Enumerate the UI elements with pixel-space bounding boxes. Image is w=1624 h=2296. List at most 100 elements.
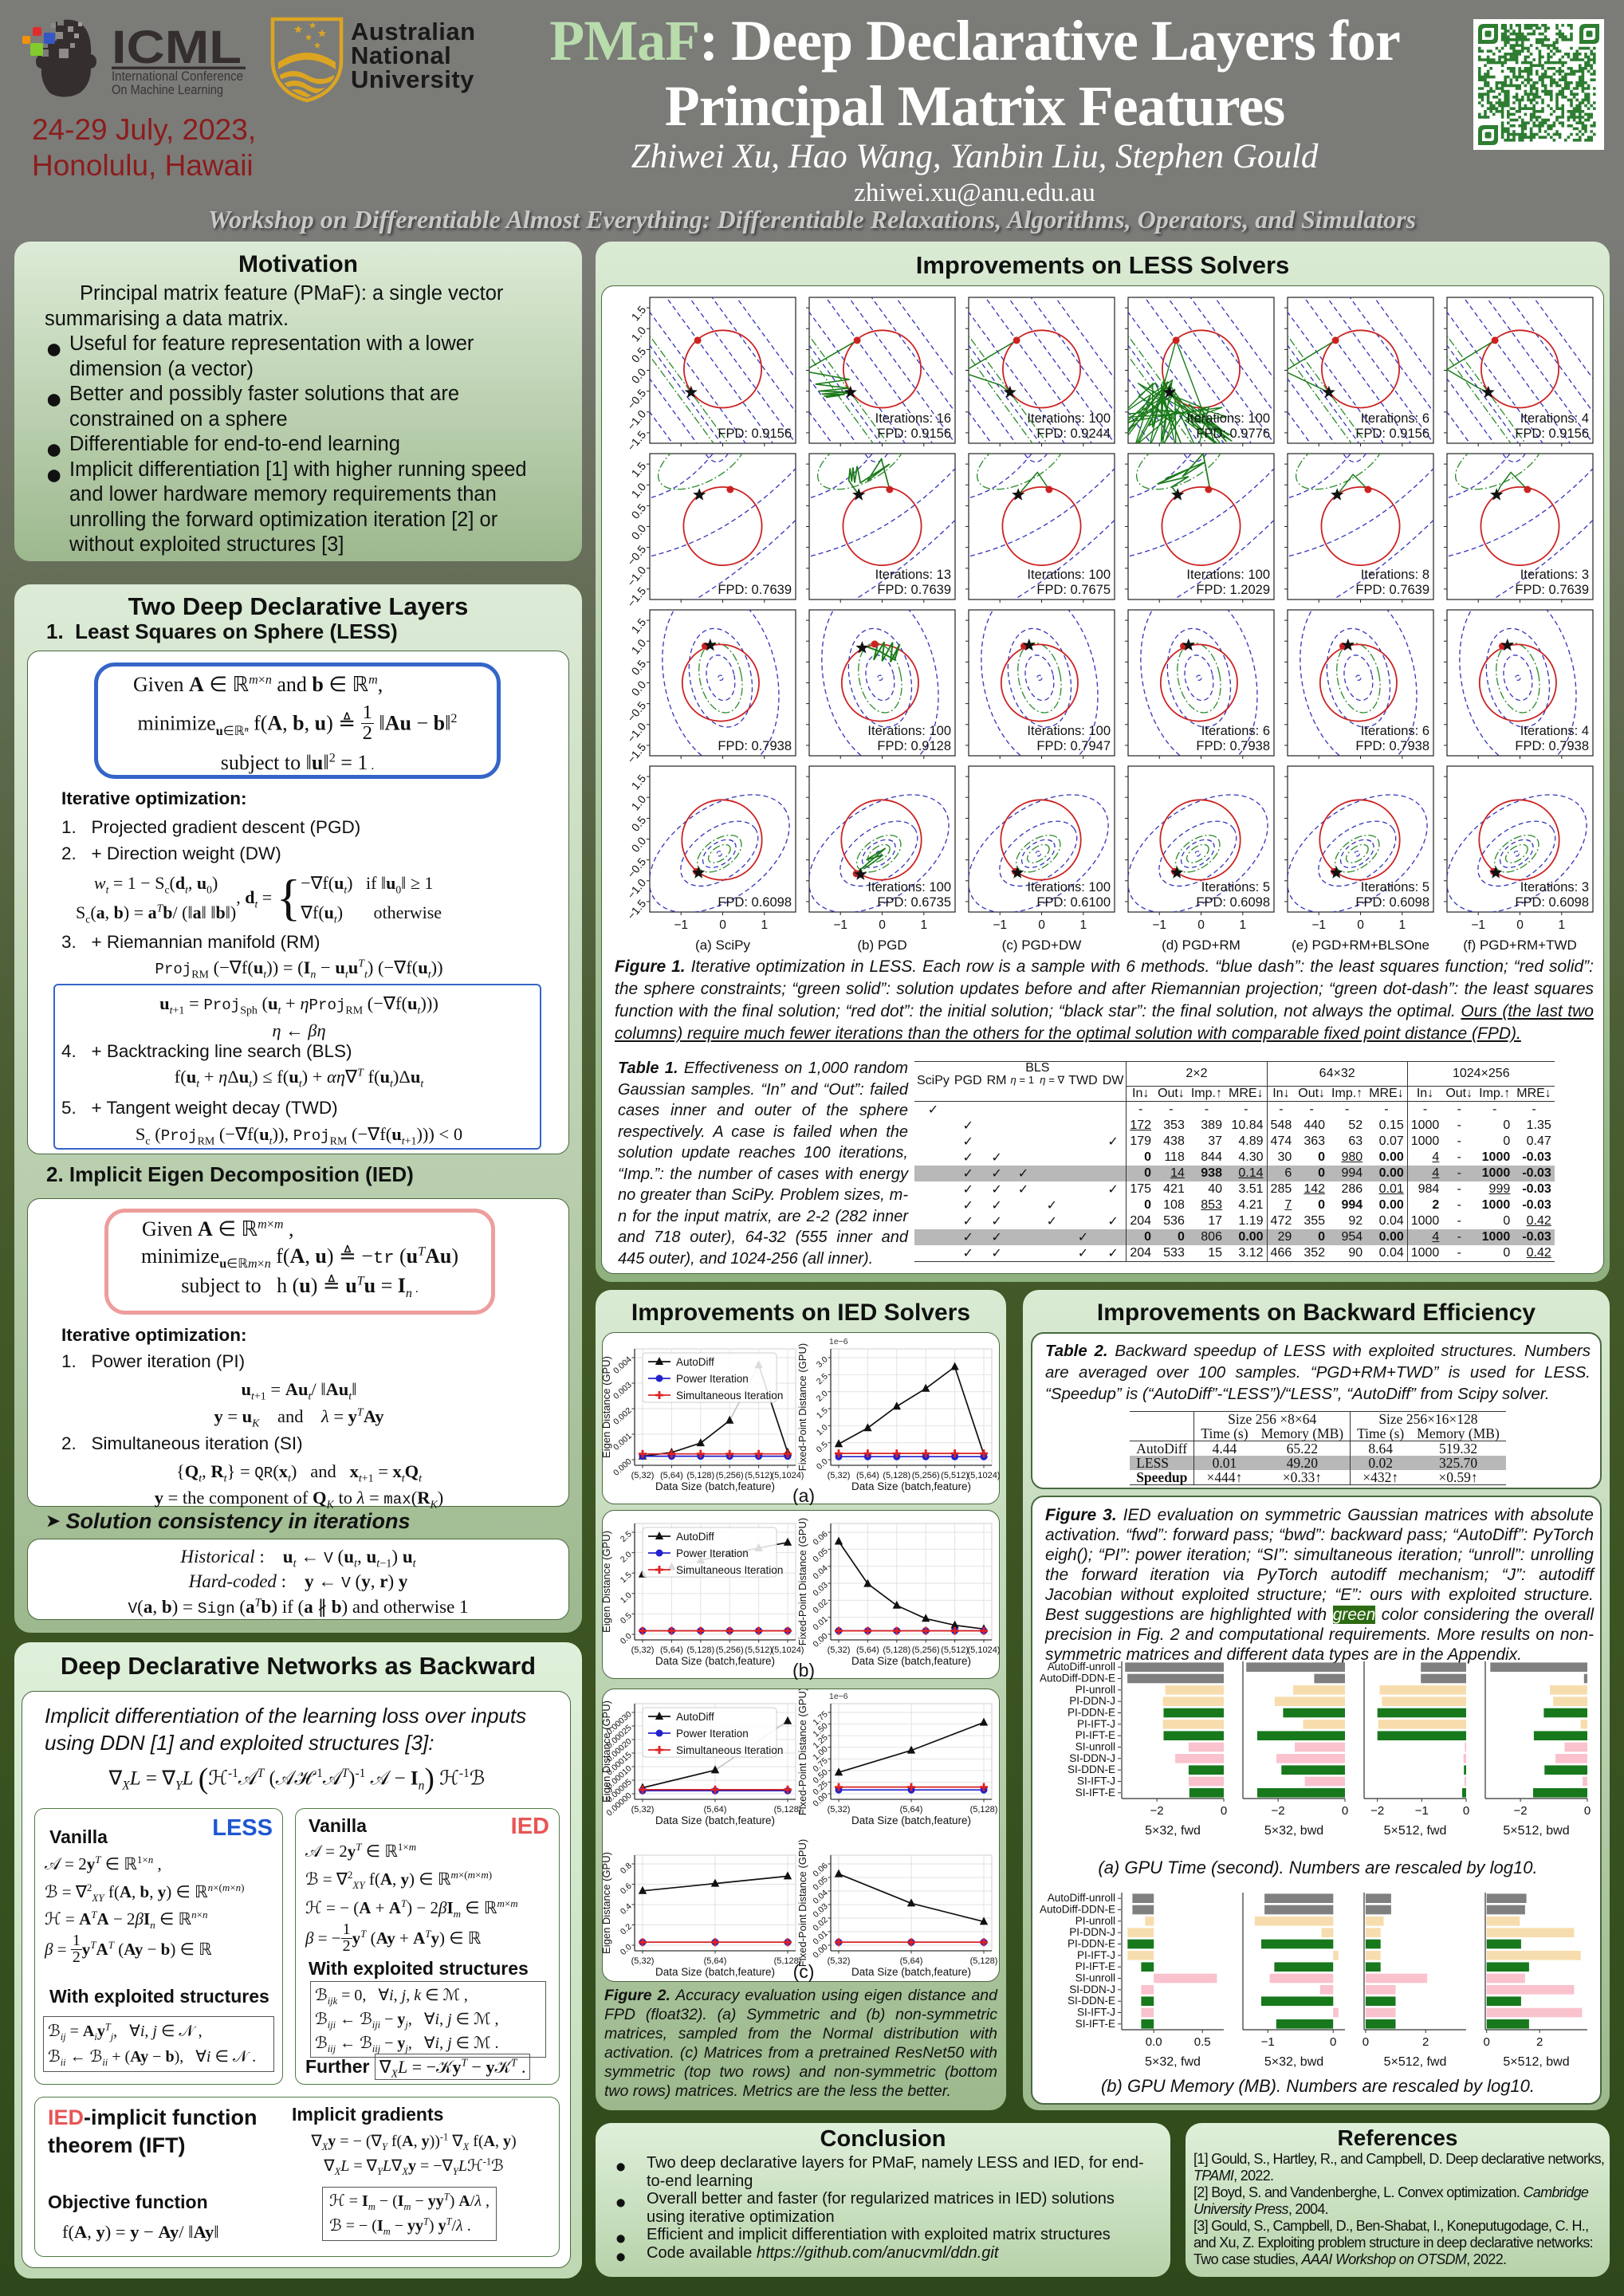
svg-text:−1.5: −1.5 [624, 741, 648, 766]
svg-text:5×512, fwd: 5×512, fwd [1384, 1824, 1447, 1838]
svg-text:(5,128): (5,128) [970, 1805, 998, 1814]
svg-text:Australian: Australian [351, 18, 476, 45]
svg-text:FPD: 0.9156: FPD: 0.9156 [877, 427, 951, 441]
svg-text:0.06: 0.06 [811, 1529, 829, 1547]
svg-text:0.5: 0.5 [629, 813, 649, 833]
svg-text:SI-unroll: SI-unroll [1075, 1972, 1115, 1984]
svg-text:Iterations: 16: Iterations: 16 [875, 411, 951, 426]
svg-text:1.5: 1.5 [815, 1406, 830, 1421]
svg-text:SI-unroll: SI-unroll [1075, 1741, 1115, 1753]
svg-text:1: 1 [920, 918, 927, 932]
svg-text:0.0: 0.0 [629, 522, 649, 542]
svg-text:PI-unroll: PI-unroll [1075, 1684, 1115, 1696]
svg-text:(5,64): (5,64) [900, 1805, 923, 1814]
svg-text:0: 0 [719, 918, 726, 932]
svg-text:(b) PGD: (b) PGD [857, 938, 906, 953]
svg-text:−1.5: −1.5 [624, 897, 648, 922]
svg-text:(5,32): (5,32) [631, 1471, 655, 1480]
svg-text:−1: −1 [1311, 918, 1326, 932]
svg-text:FPD: 0.7639: FPD: 0.7639 [718, 583, 792, 597]
svg-text:(5,32): (5,32) [631, 1805, 655, 1814]
svg-text:FPD: 0.7938: FPD: 0.7938 [718, 739, 792, 753]
svg-text:Data Size (batch,feature): Data Size (batch,feature) [655, 1966, 775, 1978]
svg-text:0.0: 0.0 [629, 835, 649, 855]
svg-text:−1.5: −1.5 [624, 428, 648, 454]
svg-text:(5,64): (5,64) [900, 1956, 923, 1966]
svg-text:−1: −1 [1471, 918, 1485, 932]
svg-text:AutoDiff-DDN-E: AutoDiff-DDN-E [1040, 1904, 1115, 1916]
svg-text:0: 0 [879, 918, 886, 932]
svg-text:Iterations: 100: Iterations: 100 [1027, 411, 1111, 426]
svg-text:0: 0 [1484, 2035, 1490, 2049]
svg-text:Fixed-Point Distance (GPU): Fixed-Point Distance (GPU) [796, 1518, 808, 1645]
svg-text:0.04: 0.04 [811, 1888, 829, 1906]
svg-text:National: National [351, 41, 451, 69]
svg-text:0.0: 0.0 [815, 1457, 830, 1472]
svg-text:SI-DDN-E: SI-DDN-E [1068, 1763, 1115, 1775]
svg-text:2.0: 2.0 [619, 1550, 634, 1565]
svg-text:Iterations: 100: Iterations: 100 [867, 724, 951, 738]
svg-text:0.03: 0.03 [811, 1901, 829, 1920]
svg-text:0: 0 [1038, 918, 1045, 932]
svg-text:FPD: 0.6098: FPD: 0.6098 [1355, 895, 1429, 910]
svg-text:(c): (c) [793, 1961, 815, 1982]
svg-text:0.01: 0.01 [811, 1614, 829, 1633]
svg-text:1: 1 [761, 918, 768, 932]
svg-text:Iterations: 3: Iterations: 3 [1520, 568, 1589, 582]
svg-text:PI-IFT-E: PI-IFT-E [1075, 1729, 1115, 1741]
svg-text:(5,128): (5,128) [774, 1956, 802, 1966]
svg-text:−0.5: −0.5 [624, 543, 648, 568]
svg-text:(5,256): (5,256) [716, 1471, 744, 1480]
svg-text:−1: −1 [993, 918, 1007, 932]
svg-text:FPD: 0.6100: FPD: 0.6100 [1036, 895, 1111, 910]
svg-text:(b): (b) [792, 1660, 815, 1680]
svg-text:Data Size (batch,feature): Data Size (batch,feature) [655, 1655, 775, 1667]
svg-text:FPD: 0.6735: FPD: 0.6735 [877, 895, 951, 910]
svg-text:Iterations: 100: Iterations: 100 [1186, 411, 1270, 426]
svg-text:(c) PGD+DW: (c) PGD+DW [1002, 938, 1082, 953]
svg-text:(5,1024): (5,1024) [968, 1471, 1001, 1480]
svg-text:Power Iteration: Power Iteration [676, 1373, 749, 1385]
svg-text:Iterations: 100: Iterations: 100 [867, 880, 951, 894]
svg-text:AutoDiff: AutoDiff [676, 1531, 714, 1543]
svg-text:−1: −1 [1261, 2035, 1275, 2049]
svg-text:0.6: 0.6 [619, 1881, 634, 1897]
svg-text:SI-DDN-J: SI-DDN-J [1069, 1752, 1115, 1764]
svg-text:0.01: 0.01 [811, 1928, 829, 1947]
svg-text:0: 0 [1463, 1804, 1469, 1818]
svg-text:Data Size (batch,feature): Data Size (batch,feature) [851, 1655, 971, 1667]
svg-text:(5,512): (5,512) [941, 1471, 969, 1480]
svg-text:0: 0 [1363, 2035, 1369, 2049]
svg-text:Iterations: 100: Iterations: 100 [1027, 568, 1111, 582]
svg-text:Data Size (batch,feature): Data Size (batch,feature) [851, 1814, 971, 1826]
svg-text:1: 1 [1239, 918, 1246, 932]
svg-text:(5,1024): (5,1024) [968, 1645, 1001, 1655]
svg-text:FPD: 0.9776: FPD: 0.9776 [1196, 427, 1270, 441]
svg-text:−2: −2 [1272, 1804, 1285, 1818]
svg-text:Iterations: 3: Iterations: 3 [1520, 880, 1589, 894]
svg-text:FPD: 0.9156: FPD: 0.9156 [718, 427, 792, 441]
svg-text:(5,1024): (5,1024) [772, 1471, 804, 1480]
svg-text:ICML: ICML [112, 22, 242, 73]
svg-text:2: 2 [1422, 2035, 1429, 2049]
svg-text:Iterations: 5: Iterations: 5 [1201, 880, 1270, 894]
svg-text:Iterations: 6: Iterations: 6 [1361, 411, 1429, 426]
svg-text:FPD: 0.9156: FPD: 0.9156 [1515, 427, 1589, 441]
svg-text:−1: −1 [1415, 1804, 1429, 1818]
svg-text:0.04: 0.04 [811, 1563, 829, 1582]
svg-text:Data Size (batch,feature): Data Size (batch,feature) [655, 1480, 775, 1492]
svg-text:1.0: 1.0 [619, 1590, 634, 1606]
svg-text:(5,64): (5,64) [856, 1471, 879, 1480]
svg-text:0.05: 0.05 [811, 1874, 829, 1893]
svg-text:AutoDiff: AutoDiff [676, 1711, 714, 1723]
svg-text:Data Size (batch,feature): Data Size (batch,feature) [655, 1814, 775, 1826]
svg-text:0: 0 [1584, 1804, 1591, 1818]
svg-text:5×32, fwd: 5×32, fwd [1145, 2055, 1201, 2069]
svg-text:0.0: 0.0 [619, 1942, 634, 1957]
svg-text:−2: −2 [1150, 1804, 1164, 1818]
svg-text:Simultaneous Iteration: Simultaneous Iteration [676, 1744, 783, 1756]
svg-text:0.5: 0.5 [815, 1440, 830, 1455]
svg-text:(5,512): (5,512) [745, 1471, 773, 1480]
svg-text:−0.5: −0.5 [624, 855, 648, 881]
svg-text:AutoDiff: AutoDiff [676, 1356, 714, 1368]
